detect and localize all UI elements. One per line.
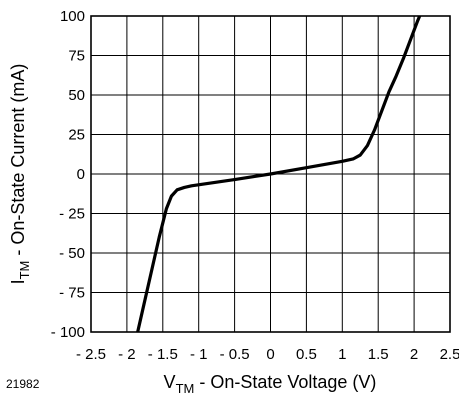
figure-number: 21982 xyxy=(6,377,40,391)
x-tick-label: 1 xyxy=(338,346,346,363)
y-tick-labels: 100 75 50 25 0 - 25 - 50 - 75 - 100 xyxy=(51,8,85,341)
plot-frame xyxy=(90,15,451,333)
x-tick-label: - 0.5 xyxy=(220,346,250,363)
x-tick-label: - 2 xyxy=(118,346,136,363)
x-tick-label: 2.5 xyxy=(440,346,459,363)
y-tick-label: - 50 xyxy=(59,245,85,262)
x-tick-labels: - 2.5 - 2 - 1.5 - 1 - 0.5 0 0.5 1 1.5 2 2.5 xyxy=(76,346,459,363)
x-axis-label: VTM - On-State Voltage (V) xyxy=(164,372,377,394)
y-tick-label: 0 xyxy=(77,166,85,183)
y-tick-label: - 25 xyxy=(59,206,85,223)
x-tick-label: - 1.5 xyxy=(148,346,178,363)
x-tick-label: 0 xyxy=(266,346,274,363)
y-tick-label: 75 xyxy=(68,48,85,65)
y-axis-label: ITM - On-State Current (mA) xyxy=(8,64,32,285)
x-tick-label: - 2.5 xyxy=(76,346,106,363)
series-layer xyxy=(136,16,422,332)
y-tick-label: - 100 xyxy=(51,324,85,341)
x-tick-label: 2 xyxy=(410,346,418,363)
x-tick-label: - 1 xyxy=(190,346,208,363)
y-tick-label: 100 xyxy=(60,8,85,25)
y-tick-label: 50 xyxy=(68,87,85,104)
series-line xyxy=(136,16,422,332)
y-tick-label: - 75 xyxy=(59,285,85,302)
x-tick-label: 0.5 xyxy=(296,346,317,363)
x-tick-label: 1.5 xyxy=(368,346,389,363)
y-tick-label: 25 xyxy=(68,127,85,144)
